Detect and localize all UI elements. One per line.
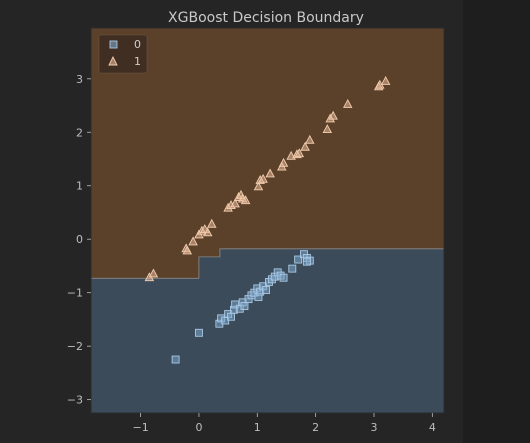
class-0-point <box>279 273 288 282</box>
class-0-point <box>227 312 235 321</box>
class-1-point <box>207 218 217 228</box>
class-1-point <box>278 157 289 167</box>
class-0-point <box>231 300 240 309</box>
class-1-region <box>91 28 444 279</box>
class-1-point <box>230 198 240 208</box>
class-0-point <box>240 302 249 311</box>
scrollbar-track[interactable] <box>463 0 530 443</box>
class-0-point <box>194 328 203 337</box>
x-tick-label: 0 <box>195 421 202 434</box>
class-0-region <box>91 248 444 413</box>
chart-title: XGBoost Decision Boundary <box>168 10 364 26</box>
legend-label-1: 1 <box>134 55 141 68</box>
y-tick-label: −1 <box>67 287 83 300</box>
y-tick-label: 3 <box>76 73 83 86</box>
legend-marker-triangle <box>108 55 118 66</box>
legend-marker-square <box>109 40 118 49</box>
class-1-point <box>380 76 391 85</box>
class-1-point <box>188 236 198 246</box>
plot-area <box>91 28 444 413</box>
legend: 0 1 <box>98 34 148 74</box>
x-tick-label: −1 <box>132 421 148 434</box>
class-0-point <box>171 355 180 364</box>
class-1-point <box>305 134 315 144</box>
class-1-point <box>294 148 305 158</box>
class-1-point <box>300 141 310 151</box>
class-1-point <box>258 173 268 183</box>
class-0-point <box>294 255 303 264</box>
class-1-point <box>182 245 193 255</box>
class-1-point <box>328 110 338 120</box>
decision-boundary-line <box>91 248 444 279</box>
x-tick-label: 2 <box>312 421 319 434</box>
x-tick-label: 3 <box>370 421 377 434</box>
class-0-point <box>288 264 297 273</box>
class-0-point <box>262 286 270 294</box>
scatter-chart: XGBoost Decision Boundary −1 0 1 2 3 4 −3 −2 −1 0… <box>67 10 445 434</box>
class-1-point <box>322 124 333 134</box>
class-1-point <box>240 195 251 205</box>
class-1-point <box>148 268 159 278</box>
legend-label-0: 0 <box>134 38 141 51</box>
y-tick-label: −2 <box>67 340 83 353</box>
data-points <box>144 76 391 364</box>
class-0-point <box>302 257 311 266</box>
class-1-point <box>253 181 264 191</box>
y-tick-label: 1 <box>76 180 83 193</box>
class-1-point <box>342 99 353 108</box>
x-tick-label: 4 <box>429 421 436 434</box>
y-tick-label: 0 <box>76 233 83 246</box>
axes: −1 0 1 2 3 4 −3 −2 −1 0 1 2 3 <box>67 27 445 434</box>
class-1-point <box>265 168 275 178</box>
y-tick-label: 2 <box>76 126 83 139</box>
plot-frame <box>90 27 445 414</box>
x-tick-label: 1 <box>254 421 261 434</box>
y-tick-label: −3 <box>67 394 83 407</box>
class-1-point <box>202 227 213 237</box>
